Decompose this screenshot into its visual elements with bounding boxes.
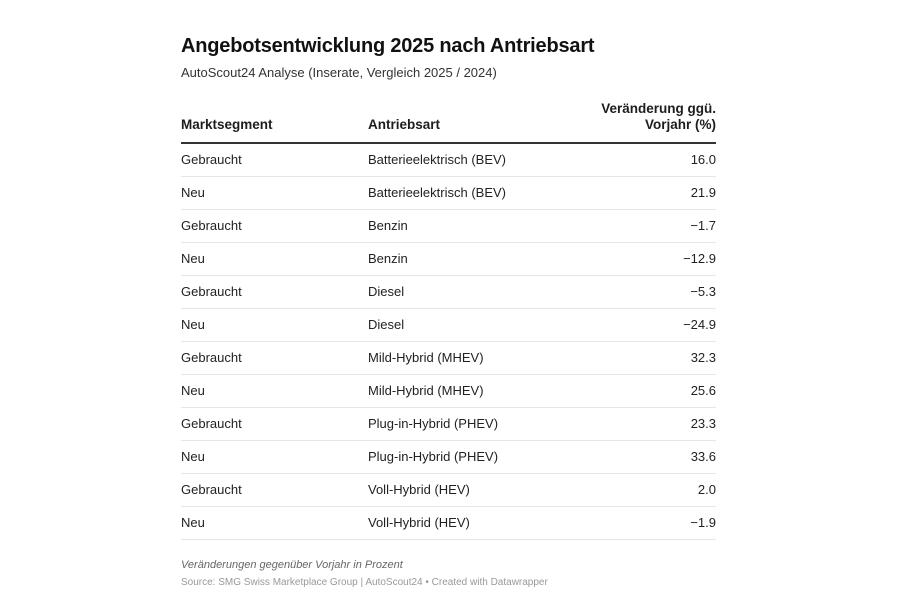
chart-source: Source: SMG Swiss Marketplace Group | Au… [181,577,548,588]
cell-veraenderung: 2.0 [588,473,716,507]
cell-antriebsart: Mild-Hybrid (MHEV) [368,374,588,408]
cell-marktsegment: Neu [181,440,368,474]
table-row: Neu Mild-Hybrid (MHEV) 25.6 [181,374,716,408]
cell-antriebsart: Plug-in-Hybrid (PHEV) [368,440,588,474]
cell-marktsegment: Gebraucht [181,275,368,309]
cell-veraenderung: 32.3 [588,341,716,375]
table-row: Neu Diesel −24.9 [181,308,716,342]
cell-veraenderung: −1.9 [588,506,716,540]
column-header-veraenderung[interactable]: Veränderung ggü. Vorjahr (%) [588,101,716,144]
table-row: Neu Voll-Hybrid (HEV) −1.9 [181,506,716,540]
cell-marktsegment: Gebraucht [181,209,368,243]
cell-antriebsart: Diesel [368,308,588,342]
cell-veraenderung: −1.7 [588,209,716,243]
table-row: Gebraucht Voll-Hybrid (HEV) 2.0 [181,473,716,507]
table-row: Gebraucht Plug-in-Hybrid (PHEV) 23.3 [181,407,716,441]
cell-veraenderung: −24.9 [588,308,716,342]
cell-marktsegment: Neu [181,308,368,342]
table-row: Neu Batterieelektrisch (BEV) 21.9 [181,176,716,210]
cell-marktsegment: Gebraucht [181,143,368,177]
cell-antriebsart: Batterieelektrisch (BEV) [368,143,588,177]
table-row: Gebraucht Batterieelektrisch (BEV) 16.0 [181,143,716,177]
chart-container: Angebotsentwicklung 2025 nach Antriebsar… [181,33,716,540]
table-body: Gebraucht Batterieelektrisch (BEV) 16.0 Neu… [181,143,716,540]
cell-marktsegment: Neu [181,176,368,210]
cell-antriebsart: Batterieelektrisch (BEV) [368,176,588,210]
column-header-marktsegment[interactable]: Marktsegment [181,101,368,144]
table-row: Gebraucht Benzin −1.7 [181,209,716,243]
cell-marktsegment: Gebraucht [181,473,368,507]
column-header-antriebsart[interactable]: Antriebsart [368,101,588,144]
cell-antriebsart: Benzin [368,209,588,243]
data-table: Marktsegment Antriebsart Veränderung ggü… [181,101,716,540]
cell-marktsegment: Gebraucht [181,341,368,375]
cell-marktsegment: Gebraucht [181,407,368,441]
cell-antriebsart: Voll-Hybrid (HEV) [368,473,588,507]
cell-marktsegment: Neu [181,506,368,540]
cell-antriebsart: Benzin [368,242,588,276]
cell-antriebsart: Mild-Hybrid (MHEV) [368,341,588,375]
chart-notes: Veränderungen gegenüber Vorjahr in Proze… [181,559,403,571]
table-row: Gebraucht Mild-Hybrid (MHEV) 32.3 [181,341,716,375]
table-header-row: Marktsegment Antriebsart Veränderung ggü… [181,101,716,144]
cell-veraenderung: 21.9 [588,176,716,210]
table-row: Gebraucht Diesel −5.3 [181,275,716,309]
cell-veraenderung: 33.6 [588,440,716,474]
chart-subtitle: AutoScout24 Analyse (Inserate, Vergleich… [181,65,497,80]
cell-marktsegment: Neu [181,374,368,408]
cell-antriebsart: Plug-in-Hybrid (PHEV) [368,407,588,441]
table-row: Neu Plug-in-Hybrid (PHEV) 33.6 [181,440,716,474]
cell-veraenderung: 25.6 [588,374,716,408]
cell-veraenderung: −12.9 [588,242,716,276]
cell-marktsegment: Neu [181,242,368,276]
table-row: Neu Benzin −12.9 [181,242,716,276]
chart-title: Angebotsentwicklung 2025 nach Antriebsar… [181,35,595,57]
cell-antriebsart: Voll-Hybrid (HEV) [368,506,588,540]
cell-veraenderung: −5.3 [588,275,716,309]
cell-veraenderung: 23.3 [588,407,716,441]
cell-veraenderung: 16.0 [588,143,716,177]
cell-antriebsart: Diesel [368,275,588,309]
